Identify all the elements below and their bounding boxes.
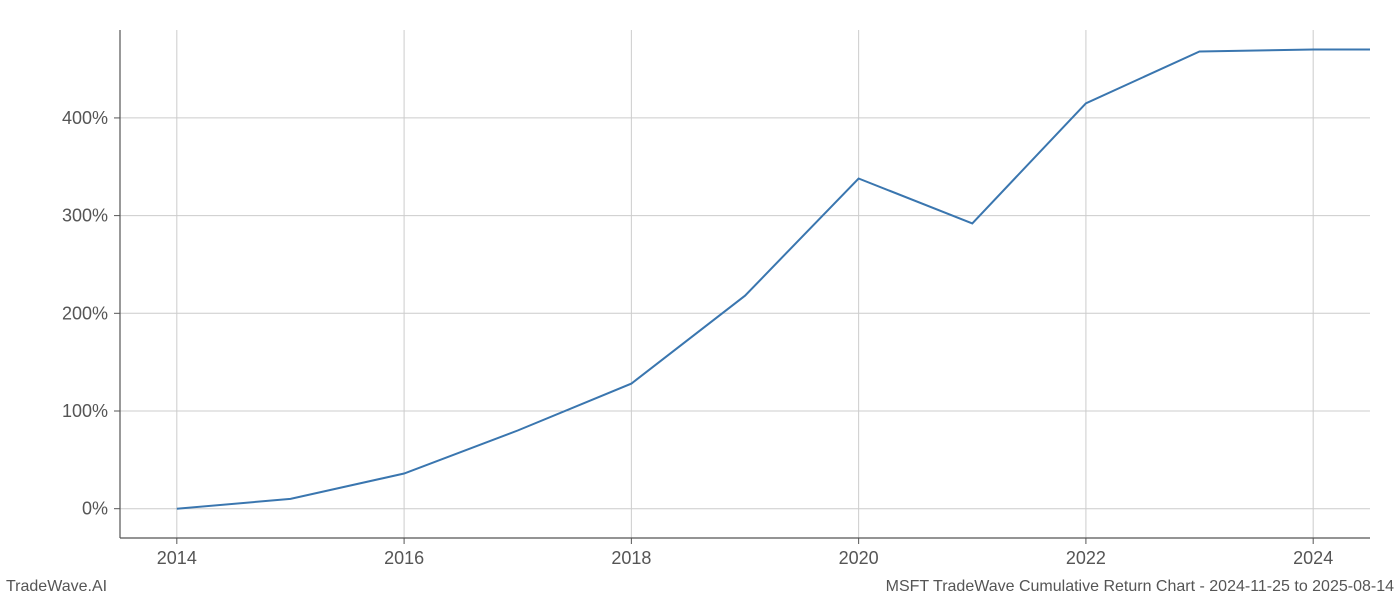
x-tick-label: 2020 xyxy=(839,548,879,568)
x-tick-label: 2024 xyxy=(1293,548,1333,568)
x-tick-label: 2016 xyxy=(384,548,424,568)
line-chart: 0% 100% 200% 300% 400% 2014 2016 2018 2020 2022 20… xyxy=(0,0,1400,600)
y-tick-label: 100% xyxy=(62,401,108,421)
y-tick-label: 300% xyxy=(62,206,108,226)
x-tick-label: 2022 xyxy=(1066,548,1106,568)
x-tick-label: 2014 xyxy=(157,548,197,568)
x-tick-label: 2018 xyxy=(611,548,651,568)
footer-right-label: MSFT TradeWave Cumulative Return Chart -… xyxy=(886,578,1394,596)
y-tick-label: 400% xyxy=(62,108,108,128)
y-tick-label: 0% xyxy=(82,499,108,519)
y-tick-label: 200% xyxy=(62,303,108,323)
chart-svg: 0% 100% 200% 300% 400% 2014 2016 2018 2020 2022 20… xyxy=(0,0,1400,600)
footer-left-label: TradeWave.AI xyxy=(6,578,107,596)
